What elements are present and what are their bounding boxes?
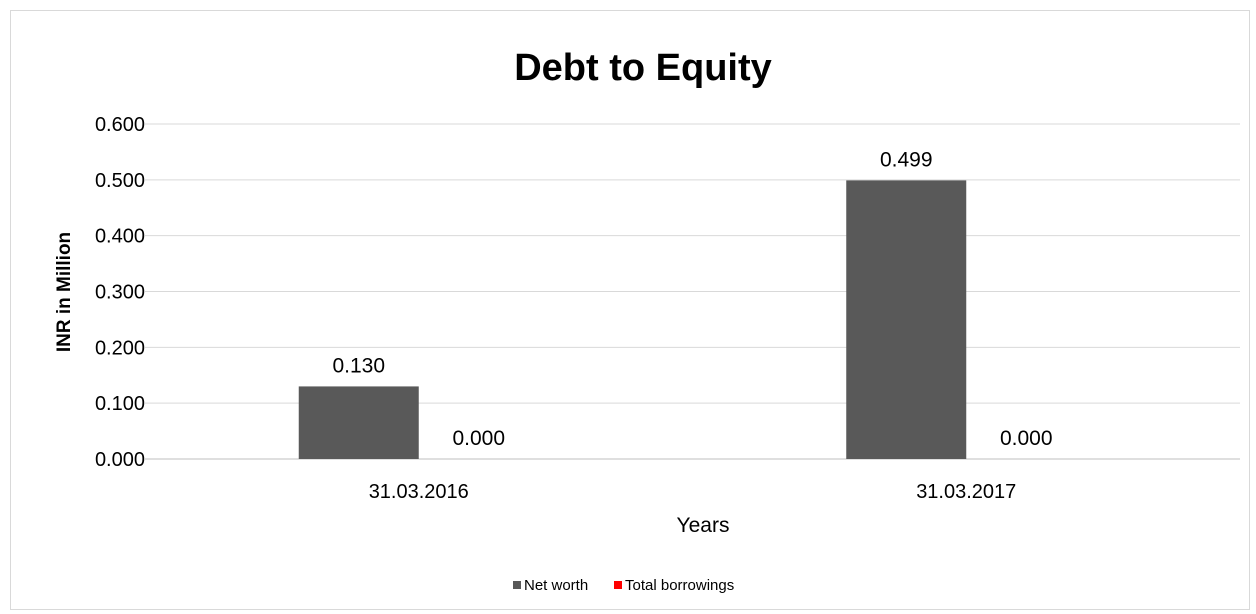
data-label: 0.499 — [880, 148, 933, 171]
legend: Net worth Total borrowings — [513, 577, 734, 594]
legend-swatch — [513, 581, 521, 589]
y-axis-tick-labels: 0.000 0.100 0.200 0.300 0.400 0.500 0.600 — [95, 114, 145, 471]
y-tick-label: 0.000 — [95, 449, 145, 471]
y-tick-label: 0.100 — [95, 393, 145, 415]
x-tick-label: 31.03.2017 — [916, 481, 1016, 503]
chart-frame — [10, 10, 1250, 610]
bar-net-worth — [846, 180, 967, 459]
legend-swatch — [614, 581, 622, 589]
x-axis-title: Years — [677, 514, 730, 537]
y-axis-title: INR in Million — [54, 232, 75, 352]
chart-title: Debt to Equity — [514, 47, 772, 89]
data-label: 0.000 — [452, 427, 505, 450]
data-label: 0.130 — [332, 354, 385, 377]
legend-label: Net worth — [524, 577, 588, 594]
y-tick-label: 0.300 — [95, 282, 145, 304]
bar-net-worth — [298, 386, 419, 459]
legend-label: Total borrowings — [625, 577, 734, 594]
data-label: 0.000 — [1000, 427, 1053, 450]
y-tick-label: 0.400 — [95, 226, 145, 248]
y-tick-label: 0.200 — [95, 337, 145, 359]
x-tick-label: 31.03.2016 — [369, 481, 469, 503]
y-tick-label: 0.500 — [95, 170, 145, 192]
y-tick-label: 0.600 — [95, 114, 145, 136]
data-labels: 0.130 0.000 0.499 0.000 — [332, 148, 1052, 450]
x-axis-tick-labels: 31.03.2016 31.03.2017 — [369, 481, 1017, 503]
bars — [298, 180, 967, 459]
